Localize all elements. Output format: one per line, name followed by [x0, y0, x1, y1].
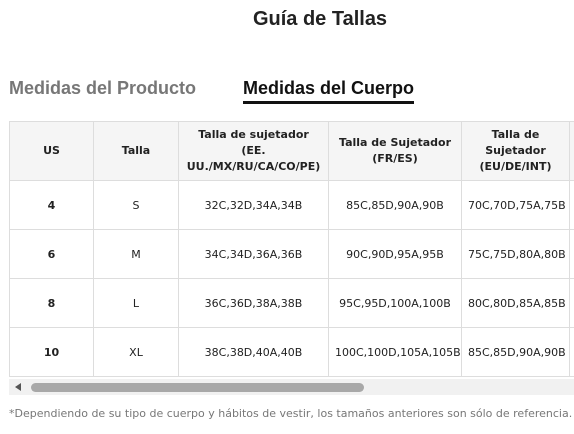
column-header: Talla de Sujetador (EU/DE/INT) [461, 121, 570, 181]
table-cell: 32C,32D,34A,34B [178, 180, 329, 230]
table-cell-cut [569, 229, 574, 279]
table-scroll[interactable]: US Talla Talla de sujetador (EE. UU./MX/RU… [9, 121, 574, 378]
table-cell: 85C,85D,90A,90B [328, 180, 462, 230]
table-cell-cut [569, 327, 574, 377]
table-cell: 6 [9, 229, 94, 279]
table-cell: 38C,38D,40A,40B [178, 327, 329, 377]
table-cell-cut [569, 278, 574, 328]
column-header-cut [569, 121, 574, 181]
table-cell: 80C,80D,85A,85B [461, 278, 570, 328]
header-row: US Talla Talla de sujetador (EE. UU./MX/RU… [9, 121, 574, 181]
table-cell: 75C,75D,80A,80B [461, 229, 570, 279]
tab[interactable]: Medidas del Producto [9, 78, 197, 98]
table-row: 10 XL 38C,38D,40A,40B 100C,100D,105A,105B 85… [9, 327, 574, 377]
column-header: Talla de Sujetador (FR/ES) [328, 121, 462, 181]
table-cell: 100C,100D,105A,105B [328, 327, 462, 377]
table-cell: 10 [9, 327, 94, 377]
scroll-arrow[interactable] [15, 383, 21, 391]
table-cell: 90C,90D,95A,95B [328, 229, 462, 279]
size-table: US Talla Talla de sujetador (EE. UU./MX/RU… [9, 121, 574, 377]
table-row: 4 S 32C,32D,34A,34B 85C,85D,90A,90B 70C,70D,… [9, 180, 574, 230]
column-header: Talla de sujetador (EE. UU./MX/RU/CA/CO/… [178, 121, 329, 181]
table-cell: 70C,70D,75A,75B [461, 180, 570, 230]
title: Guía de Tallas [252, 8, 388, 30]
table-cell: 36C,36D,38A,38B [178, 278, 329, 328]
scrollbar[interactable] [9, 379, 574, 395]
table-cell: M [93, 229, 179, 279]
table-cell: 34C,34D,36A,36B [178, 229, 329, 279]
table-cell: 4 [9, 180, 94, 230]
table-cell: L [93, 278, 179, 328]
scroll-thumb[interactable] [31, 383, 364, 392]
footnote: *Dependiendo de su tipo de cuerpo y hábi… [9, 407, 573, 420]
table-cell-cut [569, 180, 574, 230]
table-cell: XL [93, 327, 179, 377]
table-cell: S [93, 180, 179, 230]
table-row: 6 M 34C,34D,36A,36B 90C,90D,95A,95B 75C,75D,… [9, 229, 574, 279]
table-cell: 8 [9, 278, 94, 328]
table-cell: 85C,85D,90A,90B [461, 327, 570, 377]
column-header: US [9, 121, 94, 181]
table-cell: 95C,95D,100A,100B [328, 278, 462, 328]
tab-active[interactable]: Medidas del Cuerpo [243, 78, 415, 104]
table-row: 8 L 36C,36D,38A,38B 95C,95D,100A,100B 80C,80… [9, 278, 574, 328]
column-header: Talla [93, 121, 179, 181]
